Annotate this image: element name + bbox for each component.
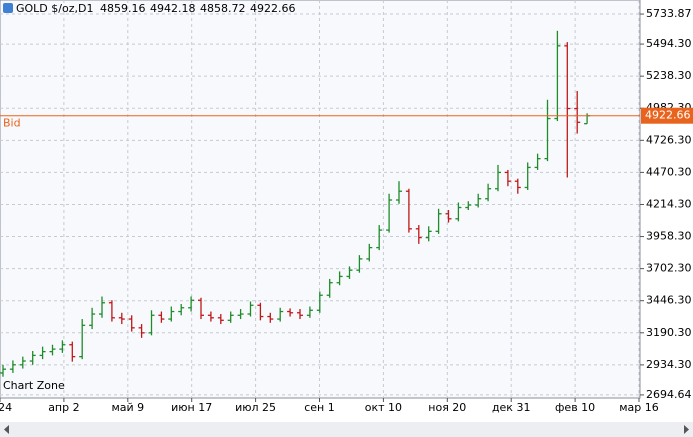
y-tick-label: 4470.30 bbox=[646, 165, 692, 178]
y-tick-label: 5733.87 bbox=[646, 7, 692, 20]
x-tick-label: июн 17 bbox=[171, 401, 212, 414]
x-tick-label: апр 2 bbox=[48, 401, 79, 414]
symbol-icon bbox=[3, 3, 13, 13]
y-tick-label: 4726.30 bbox=[646, 133, 692, 146]
grid bbox=[0, 0, 640, 398]
x-tick-label: е 24 bbox=[0, 401, 12, 414]
bid-price: 4922.66 bbox=[645, 109, 691, 122]
low-value: 4858.72 bbox=[200, 2, 246, 15]
header: GOLD $/oz,D1 4859.16 4942.18 4858.72 492… bbox=[3, 2, 296, 15]
scrollbar-track bbox=[0, 422, 693, 437]
scrollbar bbox=[0, 422, 693, 437]
x-tick-label: июл 25 bbox=[235, 401, 276, 414]
bid-label: Bid bbox=[3, 117, 21, 130]
y-tick-label: 5238.30 bbox=[646, 69, 692, 82]
y-tick-label: 2934.30 bbox=[646, 358, 692, 371]
overlay: Bid bbox=[0, 115, 640, 130]
y-tick-label: 3702.30 bbox=[646, 262, 692, 275]
x-tick-label: окт 10 bbox=[365, 401, 402, 414]
bars bbox=[0, 30, 591, 377]
scroll-right[interactable] bbox=[684, 425, 689, 434]
x-tick-label: сен 1 bbox=[304, 401, 335, 414]
x-tick-label: ноя 20 bbox=[428, 401, 466, 414]
symbol: GOLD $/oz,D1 bbox=[16, 2, 93, 15]
y-tick-label: 4214.30 bbox=[646, 197, 692, 210]
close-value: 4922.66 bbox=[250, 2, 296, 15]
y-tick-label: 2694.64 bbox=[646, 388, 692, 401]
x-tick-label: мар 16 bbox=[619, 401, 659, 414]
y-tick-label: 3446.30 bbox=[646, 294, 692, 307]
x-tick-label: май 9 bbox=[111, 401, 144, 414]
y-tick-label: 3958.30 bbox=[646, 230, 692, 243]
y-tick-label: 5494.30 bbox=[646, 37, 692, 50]
x-tick-label: дек 31 bbox=[492, 401, 531, 414]
annotation: Chart Zone bbox=[3, 379, 65, 392]
high-value: 4942.18 bbox=[150, 2, 196, 15]
open-value: 4859.16 bbox=[100, 2, 146, 15]
bid-box bbox=[641, 107, 693, 124]
scroll-left[interactable] bbox=[4, 425, 9, 434]
x-tick-label: фев 10 bbox=[555, 401, 595, 414]
y-tick-label: 3190.30 bbox=[646, 326, 692, 339]
